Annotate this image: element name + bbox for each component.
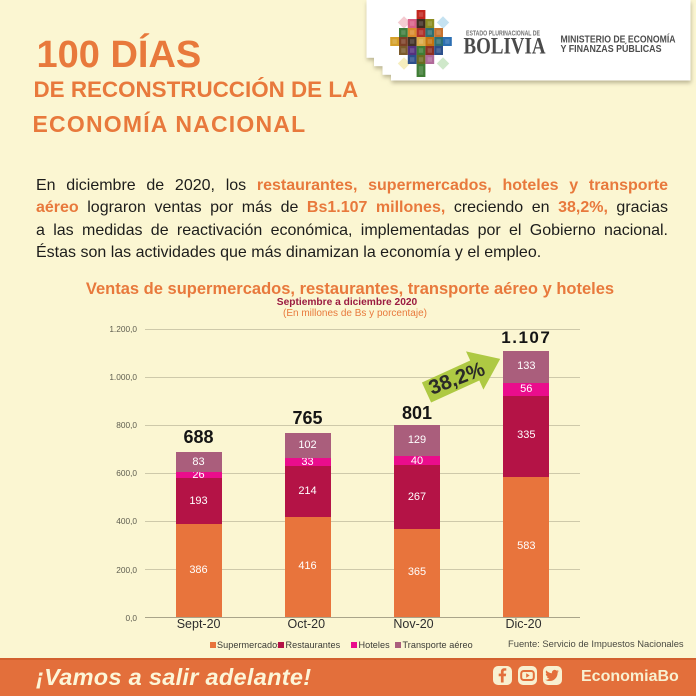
- svg-text:MINISTERIO DE ECONOMÍA: MINISTERIO DE ECONOMÍA: [561, 33, 676, 46]
- svg-text:Y FINANZAS PÚBLICAS: Y FINANZAS PÚBLICAS: [561, 42, 662, 55]
- svg-text:BOLIVIA: BOLIVIA: [464, 34, 546, 59]
- svg-text:ESTADO PLURINACIONAL DE: ESTADO PLURINACIONAL DE: [466, 31, 540, 38]
